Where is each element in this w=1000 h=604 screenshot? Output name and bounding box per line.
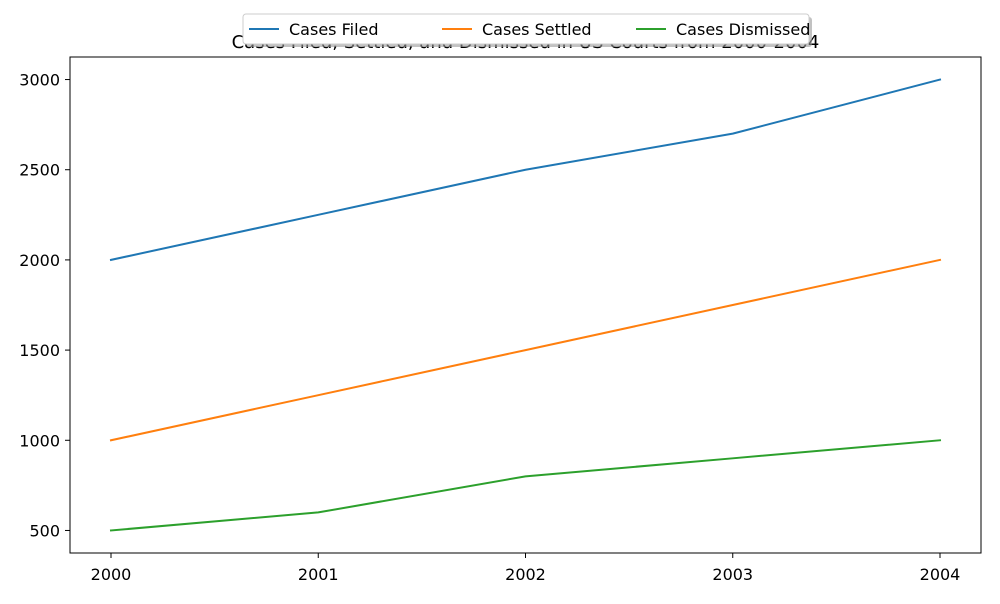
legend-label: Cases Settled xyxy=(482,20,592,39)
x-tick-label: 2004 xyxy=(920,565,961,584)
y-tick-label: 1000 xyxy=(19,431,60,450)
x-tick-label: 2002 xyxy=(505,565,546,584)
y-tick-label: 2500 xyxy=(19,161,60,180)
legend-box xyxy=(242,13,810,45)
series-line-cases-filed xyxy=(109,78,942,262)
legend: Cases Filed Cases Settled Cases Dismissed xyxy=(242,13,812,47)
y-tick-label: 3000 xyxy=(19,71,60,90)
x-tick-label: 2000 xyxy=(91,565,132,584)
legend-label: Cases Filed xyxy=(289,20,379,39)
y-tick-label: 500 xyxy=(29,521,60,540)
y-tick-label: 1500 xyxy=(19,341,60,360)
series-line-cases-settled xyxy=(109,258,942,442)
plot-frame xyxy=(69,56,982,554)
legend-label: Cases Dismissed xyxy=(676,20,810,39)
series-lines xyxy=(109,78,942,532)
y-tick-label: 2000 xyxy=(19,251,60,270)
x-tick-label: 2003 xyxy=(712,565,753,584)
series-line-cases-dismissed xyxy=(109,439,942,532)
axes: 2000 2001 2002 2003 2004 500 1000 1500 2000 2500 3… xyxy=(19,56,982,584)
x-tick-label: 2001 xyxy=(298,565,339,584)
